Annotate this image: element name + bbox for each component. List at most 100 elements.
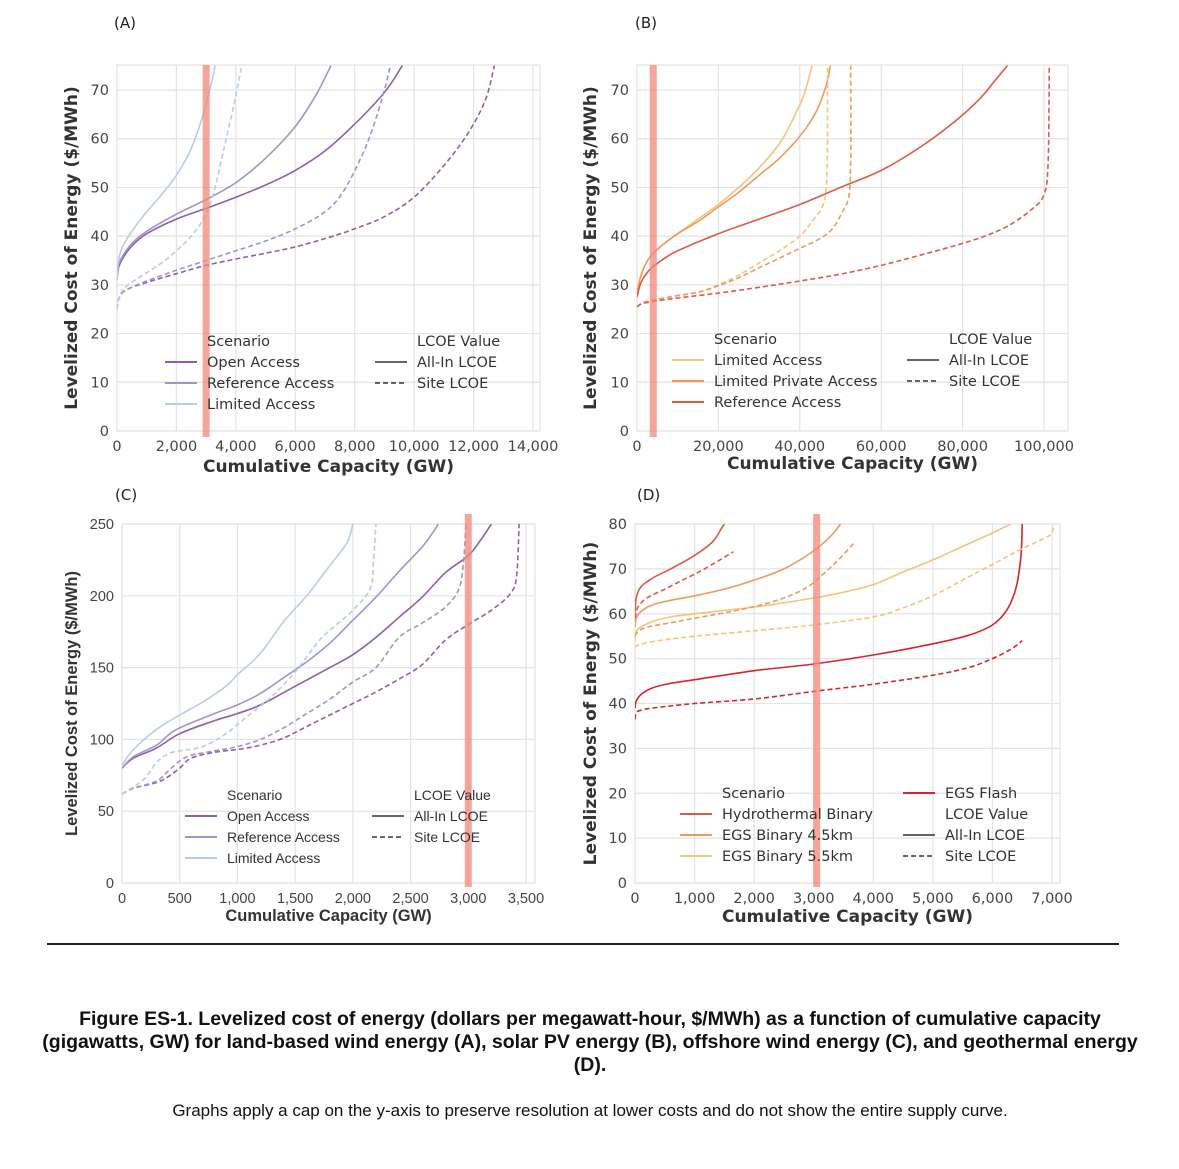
x-axis-label: Cumulative Capacity (GW) — [225, 907, 431, 925]
x-tick-label: 3,000 — [793, 891, 835, 907]
y-tick-label: 50 — [91, 180, 109, 196]
legend-title-lcoe-value: LCOE Value — [414, 787, 491, 803]
x-tick-label: 0 — [632, 439, 641, 455]
series-reference-access-all-in-lcoe — [117, 65, 332, 281]
legend-item: Reference Access — [227, 829, 340, 845]
x-tick-label: 3,000 — [450, 891, 486, 907]
legend-title-scenario: Scenario — [207, 334, 270, 350]
figure-es-1: 0 2,000 4,000 6,000 8,000 10,000 12,000 14,000 0… — [62, 14, 1074, 927]
series-egs-binary-5-5km-site-lcoe — [635, 524, 1055, 649]
y-tick-label: 250 — [90, 517, 114, 533]
legend-item: Limited Access — [207, 397, 315, 413]
series-hydrothermal-binary-all-in-lcoe — [635, 524, 726, 614]
x-tick-label: 7,000 — [1031, 891, 1073, 907]
y-tick-label: 60 — [609, 607, 627, 623]
y-tick-label: 10 — [611, 375, 629, 391]
plot-area — [116, 64, 541, 432]
y-tick-label: 150 — [90, 661, 114, 677]
x-tick-label: 0 — [630, 891, 639, 907]
x-tick-label: 14,000 — [508, 439, 559, 455]
legend-item: Hydrothermal Binary — [722, 807, 873, 823]
series-reference-access-site-lcoe — [122, 524, 467, 795]
y-tick-label: 60 — [611, 132, 629, 148]
panel-c-offshore-wind: 0 500 1,000 1,500 2,000 2,500 3,000 3,500 0 50 100… — [63, 486, 544, 925]
series-limited-access-all-in-lcoe — [122, 524, 354, 766]
y-tick-label: 30 — [609, 741, 627, 757]
legend-item: All-In LCOE — [417, 355, 497, 371]
y-tick-label: 80 — [609, 517, 627, 533]
panel-label: (B) — [635, 14, 657, 32]
x-tick-label: 10,000 — [389, 439, 440, 455]
reference-capacity-line — [813, 514, 821, 887]
y-tick-label: 50 — [98, 804, 114, 820]
legend-item: Site LCOE — [945, 849, 1016, 865]
legend-item: Site LCOE — [417, 376, 488, 392]
series-egs-flash-all-in-lcoe — [635, 524, 1023, 709]
figure-caption: Figure ES-1. Levelized cost of energy (d… — [42, 1008, 1138, 1076]
y-tick-label: 60 — [91, 132, 109, 148]
y-tick-label: 0 — [618, 876, 627, 892]
legend-item: Reference Access — [207, 376, 334, 392]
x-tick-label: 4,000 — [215, 439, 257, 455]
legend-title-lcoe-value: LCOE Value — [949, 332, 1032, 348]
legend-item: EGS Binary 4.5km — [722, 828, 853, 844]
x-tick-label: 4,000 — [853, 891, 895, 907]
legend-item: Site LCOE — [414, 829, 480, 845]
x-tick-label: 2,000 — [156, 439, 198, 455]
legend-item: Open Access — [207, 355, 300, 371]
y-tick-label: 0 — [100, 424, 109, 440]
y-tick-label: 10 — [609, 831, 627, 847]
legend-item: All-In LCOE — [414, 808, 488, 824]
y-tick-label: 40 — [609, 697, 627, 713]
reference-capacity-line — [464, 514, 472, 887]
panel-label: (C) — [115, 486, 137, 504]
legend-item: Limited Access — [227, 850, 320, 866]
legend-item: Site LCOE — [949, 374, 1020, 390]
panel-a-land-wind: 0 2,000 4,000 6,000 8,000 10,000 12,000 14,000 0… — [62, 14, 558, 477]
caption-separator — [47, 943, 1119, 945]
y-axis-label: Levelized Cost of Energy ($/MWh) — [62, 86, 82, 410]
y-tick-label: 30 — [611, 278, 629, 294]
panel-d-geothermal: 0 1,000 2,000 3,000 4,000 5,000 6,000 7,000 0 10 2… — [581, 486, 1073, 927]
series-reference-access-all-in-lcoe — [122, 524, 439, 769]
y-tick-label: 70 — [91, 83, 109, 99]
x-tick-label: 1,500 — [277, 891, 313, 907]
plot-area — [636, 64, 1069, 432]
y-tick-label: 100 — [90, 732, 114, 748]
series-reference-access-site-lcoe — [637, 65, 1051, 308]
reference-capacity-line — [202, 65, 210, 437]
series-open-access-site-lcoe — [122, 524, 520, 795]
legend-item: Reference Access — [714, 395, 841, 411]
legend: Scenario Limited Access Limited Private Ac… — [672, 332, 1032, 411]
legend-title-scenario: Scenario — [714, 332, 777, 348]
series-limited-access-site-lcoe — [117, 65, 243, 310]
x-tick-label: 40,000 — [774, 439, 825, 455]
y-tick-label: 40 — [91, 229, 109, 245]
x-tick-label: 0 — [112, 439, 121, 455]
x-tick-label: 500 — [168, 891, 192, 907]
x-tick-label: 60,000 — [856, 439, 907, 455]
y-tick-label: 50 — [611, 180, 629, 196]
series-limited-access-site-lcoe — [122, 524, 377, 795]
y-axis-label: Levelized Cost of Energy ($/MWh) — [63, 571, 81, 836]
series-group — [122, 524, 520, 795]
x-tick-label: 2,500 — [392, 891, 428, 907]
legend-title-lcoe-value: LCOE Value — [417, 334, 500, 350]
series-open-access-all-in-lcoe — [122, 524, 493, 769]
y-axis-label: Levelized Cost of Energy ($/MWh) — [581, 542, 601, 866]
x-tick-label: 6,000 — [275, 439, 317, 455]
series-open-access-all-in-lcoe — [117, 65, 403, 281]
legend-item: Limited Private Access — [714, 374, 877, 390]
y-tick-label: 0 — [106, 876, 114, 892]
y-tick-label: 10 — [91, 375, 109, 391]
figure-note: Graphs apply a cap on the y-axis to pres… — [172, 1101, 1008, 1120]
legend-title-scenario: Scenario — [227, 787, 282, 803]
legend-item: All-In LCOE — [945, 828, 1025, 844]
x-tick-label: 3,500 — [508, 891, 544, 907]
x-axis-label: Cumulative Capacity (GW) — [722, 907, 973, 927]
panel-label: (A) — [114, 14, 136, 32]
y-tick-label: 0 — [620, 424, 629, 440]
legend-item: All-In LCOE — [949, 353, 1029, 369]
legend: Scenario Hydrothermal Binary EGS Binary 4.… — [680, 786, 1028, 865]
x-tick-label: 80,000 — [937, 439, 988, 455]
